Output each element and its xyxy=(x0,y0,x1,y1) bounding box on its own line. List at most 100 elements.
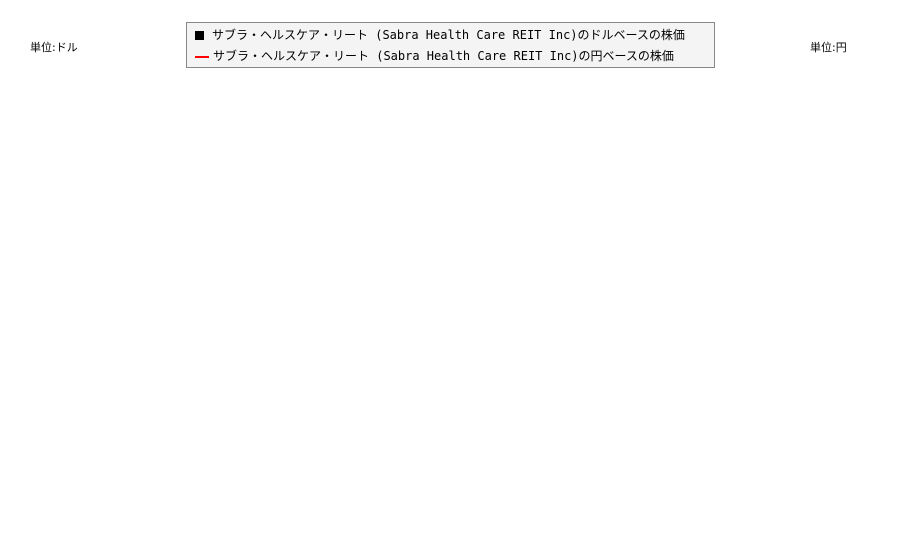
usd-tick-label: 17.0 xyxy=(29,268,56,281)
x-tick-label: 2026-1-13 xyxy=(668,476,681,536)
candle-body xyxy=(761,114,771,130)
jpy-tick-label: 3300 xyxy=(835,89,862,102)
candle-body xyxy=(286,205,296,225)
volume-bar xyxy=(592,397,603,470)
candle-body xyxy=(316,219,326,234)
legend-item-usd: サブラ・ヘルスケア・リート (Sabra Health Care REIT In… xyxy=(195,26,685,44)
volume-bar xyxy=(622,430,633,470)
volume-bar xyxy=(362,430,373,470)
volume-bar xyxy=(86,431,97,470)
volume-bar xyxy=(193,431,204,470)
volume-bar xyxy=(408,442,419,470)
usd-tick-label: 18.5 xyxy=(29,200,56,213)
volume-bar xyxy=(469,360,480,470)
x-tick-label: 2025-8-20 xyxy=(361,476,374,536)
volume-bar xyxy=(439,407,449,470)
candle-body xyxy=(531,210,541,261)
usd-tick-label: 18.0 xyxy=(29,223,56,236)
candle-body xyxy=(454,196,464,221)
candle-body xyxy=(163,228,173,248)
x-tick-label: 2025-4-10 xyxy=(86,476,99,536)
jpy-price-line xyxy=(60,95,827,307)
candle-body xyxy=(669,160,679,175)
candle-body xyxy=(87,259,97,293)
candle-body xyxy=(179,246,189,261)
candle-body xyxy=(684,173,694,184)
candle-body xyxy=(439,196,449,207)
candle-body xyxy=(730,160,740,202)
legend-label-usd: サブラ・ヘルスケア・リート (Sabra Health Care REIT In… xyxy=(212,28,685,42)
volume-bar xyxy=(546,423,557,470)
volume-bar xyxy=(255,431,266,470)
legend: サブラ・ヘルスケア・リート (Sabra Health Care REIT In… xyxy=(186,22,715,68)
candle-body xyxy=(516,219,526,261)
volume-bar xyxy=(163,423,174,470)
candle-body xyxy=(699,182,709,202)
volume-bar xyxy=(730,388,741,470)
volume-bar xyxy=(822,437,832,470)
red-line-icon xyxy=(195,55,209,58)
volume-bar xyxy=(714,426,725,470)
candle-body xyxy=(225,214,235,239)
volume-tick-label: 0M xyxy=(42,464,56,477)
candle-body xyxy=(270,205,280,212)
x-tick-label: 2026-1-28 xyxy=(698,476,711,536)
volume-bar xyxy=(285,431,296,470)
volume-plot-area xyxy=(61,360,827,470)
jpy-tick-label: 2500 xyxy=(835,287,862,300)
candle-body xyxy=(653,160,663,198)
candle-body xyxy=(623,182,633,198)
volume-bar xyxy=(484,412,495,470)
volume-bar xyxy=(209,424,220,470)
volume-bar xyxy=(515,428,526,470)
jpy-tick-label: 3200 xyxy=(835,113,862,126)
candle-body xyxy=(393,173,403,184)
volume-bar xyxy=(347,393,358,470)
candle-body xyxy=(608,178,618,184)
volume-bar xyxy=(178,409,189,470)
volume-bar xyxy=(653,426,664,470)
candle-body xyxy=(209,237,219,257)
x-tick-label: 2025-10-16 xyxy=(484,476,497,542)
usd-tick-label: 19.5 xyxy=(29,155,56,168)
candle-body xyxy=(424,187,434,207)
usd-tick-label: 16.5 xyxy=(29,291,56,304)
usd-tick-label: 16.0 xyxy=(29,313,56,326)
jpy-tick-label: 3100 xyxy=(835,138,862,151)
x-tick-label: 2025-3-27 xyxy=(55,476,68,536)
legend-item-jpy: サブラ・ヘルスケア・リート (Sabra Health Care REIT In… xyxy=(195,47,674,65)
price-plot-area xyxy=(61,70,827,342)
volume-bar xyxy=(684,430,695,470)
x-tick-label: 2025-12-29 xyxy=(637,476,650,542)
volume-bar xyxy=(500,433,511,470)
volume-bar xyxy=(607,428,618,470)
candle-body xyxy=(194,255,204,261)
candle-body xyxy=(745,128,755,162)
volume-bar xyxy=(423,431,434,470)
x-tick-label: 2025-6-24 xyxy=(239,476,252,536)
candle-body xyxy=(362,155,372,216)
x-tick-label: 2025-6-9 xyxy=(208,476,221,529)
jpy-tick-label: 3400 xyxy=(835,64,862,77)
jpy-tick-label: 2300 xyxy=(835,336,862,349)
volume-bar xyxy=(745,414,756,470)
candle-body xyxy=(71,250,81,261)
volume-bar xyxy=(224,407,235,470)
usd-tick-label: 21.0 xyxy=(29,87,56,100)
volume-tick-label: 2M xyxy=(42,429,56,442)
usd-tick-label: 20.5 xyxy=(29,109,56,122)
volume-bar xyxy=(760,395,771,470)
jpy-tick-label: 2400 xyxy=(835,311,862,324)
volume-bar xyxy=(147,412,158,470)
candle-body xyxy=(408,182,418,189)
left-unit-label: 単位:ドル xyxy=(30,41,78,54)
x-tick-label: 2025-5-23 xyxy=(178,476,191,536)
volume-bar xyxy=(576,419,587,470)
candle-body xyxy=(102,228,112,293)
volume-bar xyxy=(791,428,802,470)
x-tick-label: 2025-7-23 xyxy=(300,476,313,536)
volume-bar xyxy=(239,433,250,470)
x-tick-label: 2026-3-26 xyxy=(821,476,834,536)
volume-bar xyxy=(806,372,817,470)
volume-bar xyxy=(393,428,404,470)
